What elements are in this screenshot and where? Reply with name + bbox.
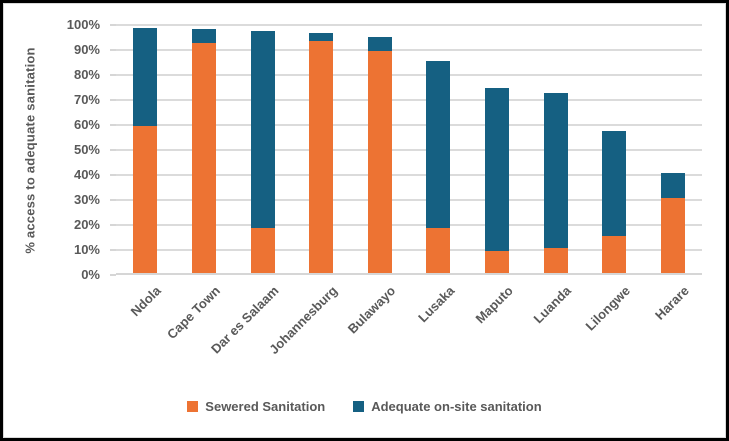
x-axis-label-ndola: Ndola: [127, 283, 164, 320]
x-axis-label-maputo: Maputo: [472, 283, 516, 327]
bar-segment-adequate-on-site-sanitation: [133, 28, 158, 126]
y-axis-tick: [110, 49, 116, 51]
x-axis-label-bulawayo: Bulawayo: [344, 283, 399, 337]
legend-swatch-onsite-icon: [353, 401, 365, 412]
gridline: [116, 24, 702, 26]
bar-segment-sewered-sanitation: [191, 43, 216, 273]
gridline: [116, 149, 702, 151]
bar-segment-adequate-on-site-sanitation: [250, 30, 275, 228]
y-axis-tick-label: 20%: [73, 217, 100, 232]
y-axis-tick-label: 10%: [73, 242, 100, 257]
gridline: [116, 99, 702, 101]
y-axis-tick: [110, 124, 116, 126]
bar-segment-adequate-on-site-sanitation: [367, 36, 392, 51]
y-axis-tick: [110, 199, 116, 201]
y-axis-tick-label: 0%: [81, 267, 100, 282]
y-axis-tick: [110, 74, 116, 76]
bar-segment-adequate-on-site-sanitation: [484, 88, 509, 251]
x-axis-labels: Ndola Cape Town Dar es Salaam Johannesburg B…: [116, 283, 702, 388]
y-axis-tick: [110, 224, 116, 226]
bar-segment-sewered-sanitation: [484, 250, 509, 273]
gridline: [116, 124, 702, 126]
y-axis-tick-label: 40%: [73, 167, 100, 182]
y-axis-tick-label: 50%: [73, 142, 100, 157]
gridline: [116, 49, 702, 51]
y-axis-tick-label: 90%: [73, 42, 100, 57]
bar-segment-adequate-on-site-sanitation: [309, 33, 334, 41]
bar-segment-sewered-sanitation: [250, 228, 275, 273]
bar-luanda: [543, 93, 568, 273]
gridline: [116, 174, 702, 176]
y-axis-tick: [110, 99, 116, 101]
legend-label-sewered: Sewered Sanitation: [205, 399, 326, 414]
gridline: [116, 224, 702, 226]
legend-item-onsite: Adequate on-site sanitation: [353, 399, 542, 414]
y-axis-tick: [110, 24, 116, 26]
x-axis-label-luanda: Luanda: [530, 283, 575, 327]
bar-segment-sewered-sanitation: [367, 50, 392, 273]
y-axis-tick: [110, 174, 116, 176]
bar-segment-sewered-sanitation: [543, 248, 568, 273]
y-axis-tick: [110, 274, 116, 276]
bar-segment-sewered-sanitation: [602, 235, 627, 273]
bar-cape-town: [191, 29, 216, 273]
plot-area: [110, 24, 702, 276]
bar-harare: [660, 173, 685, 273]
bar-segment-adequate-on-site-sanitation: [602, 130, 627, 236]
bar-segment-sewered-sanitation: [133, 125, 158, 273]
bar-dar-es-salaam: [250, 30, 275, 273]
y-axis-tick-label: 30%: [73, 192, 100, 207]
x-axis-label-lilongwe: Lilongwe: [582, 283, 633, 334]
bar-segment-adequate-on-site-sanitation: [543, 93, 568, 248]
bar-lilongwe: [602, 130, 627, 273]
bar-johannesburg: [309, 33, 334, 273]
bar-segment-adequate-on-site-sanitation: [660, 173, 685, 198]
bar-segment-sewered-sanitation: [426, 228, 451, 273]
x-axis-label-lusaka: Lusaka: [414, 283, 457, 326]
y-axis-tick-label: 80%: [73, 67, 100, 82]
bar-maputo: [484, 88, 509, 273]
legend-swatch-sewered-icon: [187, 401, 199, 412]
bar-lusaka: [426, 60, 451, 273]
bar-segment-adequate-on-site-sanitation: [426, 60, 451, 228]
y-axis-tick-label: 60%: [73, 117, 100, 132]
legend-label-onsite: Adequate on-site sanitation: [371, 399, 542, 414]
bar-ndola: [133, 28, 158, 273]
x-axis-label-harare: Harare: [651, 283, 692, 323]
bar-segment-sewered-sanitation: [660, 198, 685, 273]
y-axis-title: % access to adequate sanitation: [22, 46, 38, 254]
bar-bulawayo: [367, 36, 392, 273]
legend-item-sewered: Sewered Sanitation: [187, 399, 325, 414]
legend: Sewered Sanitation Adequate on-site sani…: [4, 399, 725, 414]
bar-segment-sewered-sanitation: [309, 40, 334, 273]
y-axis-tick-label: 70%: [73, 92, 100, 107]
y-axis-tick-label: 100%: [66, 17, 100, 32]
y-axis-tick: [110, 249, 116, 251]
gridline: [116, 249, 702, 251]
gridline: [116, 74, 702, 76]
y-axis-tick: [110, 149, 116, 151]
sanitation-stacked-bar-chart: % access to adequate sanitation 0% 10% 20%…: [3, 3, 726, 438]
gridline: [116, 199, 702, 201]
bar-segment-adequate-on-site-sanitation: [191, 29, 216, 43]
x-axis-label-cape-town: Cape Town: [163, 283, 223, 342]
